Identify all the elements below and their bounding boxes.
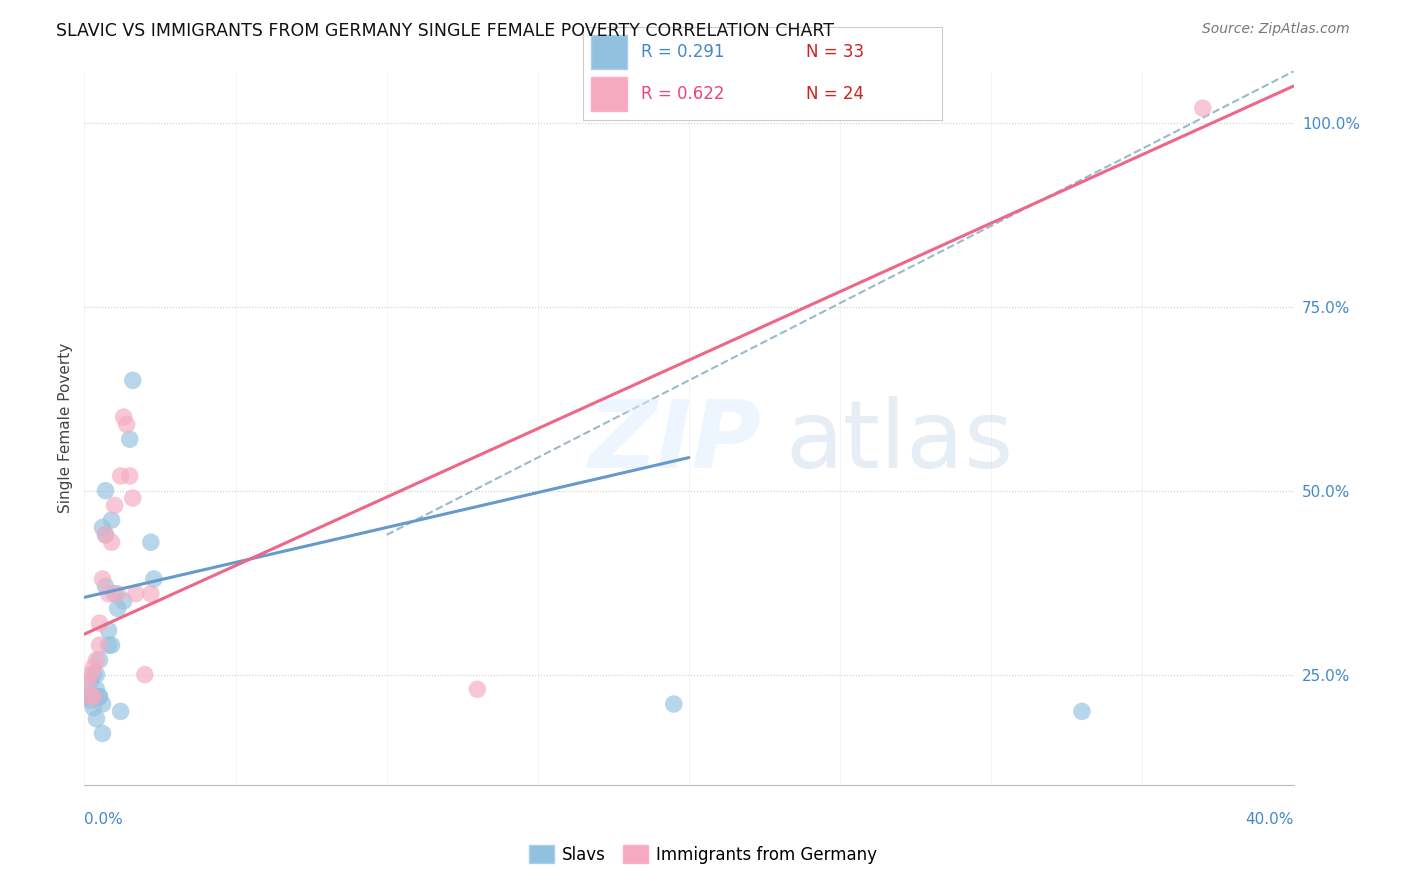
Point [82, 700, 104, 714]
Point [104, 499, 127, 513]
Point [91, 520, 114, 534]
Legend: Slavs, Immigrants from Germany: Slavs, Immigrants from Germany [522, 838, 884, 871]
Point [100, 513, 122, 527]
Point [118, 469, 141, 483]
Point [76, 690, 98, 704]
FancyBboxPatch shape [591, 78, 627, 111]
Point [121, 491, 143, 505]
Point [79, 667, 101, 681]
FancyBboxPatch shape [591, 35, 627, 69]
Point [89, 690, 111, 704]
Point [110, 469, 132, 483]
Point [112, 410, 135, 425]
Point [94, 483, 117, 498]
Point [79, 690, 101, 704]
Point [1071, 705, 1094, 719]
Point [91, 572, 114, 586]
Point [112, 594, 135, 608]
Point [82, 667, 104, 681]
Text: R = 0.622: R = 0.622 [641, 86, 724, 103]
Point [100, 638, 122, 652]
Point [79, 675, 101, 690]
Text: 0.0%: 0.0% [84, 812, 124, 827]
Point [100, 535, 122, 549]
Text: ZIP: ZIP [589, 396, 762, 489]
Point [86, 653, 108, 667]
Point [115, 417, 138, 432]
Point [76, 675, 98, 690]
Y-axis label: Single Female Poverty: Single Female Poverty [58, 343, 73, 513]
Point [86, 667, 108, 681]
Point [82, 690, 104, 704]
Point [139, 587, 162, 601]
Point [86, 682, 108, 697]
Text: R = 0.291: R = 0.291 [641, 43, 724, 61]
Point [94, 528, 117, 542]
Point [125, 587, 148, 601]
Point [94, 528, 117, 542]
Point [94, 579, 117, 593]
Point [89, 653, 111, 667]
Text: N = 24: N = 24 [806, 86, 863, 103]
Point [91, 697, 114, 711]
Point [121, 373, 143, 387]
Text: N = 33: N = 33 [806, 43, 863, 61]
Point [97, 638, 120, 652]
Point [107, 601, 129, 615]
Point [662, 697, 685, 711]
Point [118, 432, 141, 446]
Point [79, 693, 101, 707]
Point [86, 712, 108, 726]
Text: atlas: atlas [786, 396, 1014, 489]
Point [110, 705, 132, 719]
Point [139, 535, 162, 549]
Point [97, 587, 120, 601]
Point [89, 638, 111, 652]
Point [134, 667, 156, 681]
Point [82, 690, 104, 704]
Text: Source: ZipAtlas.com: Source: ZipAtlas.com [1202, 22, 1350, 37]
Text: 40.0%: 40.0% [1246, 812, 1294, 827]
Point [104, 587, 127, 601]
Point [79, 690, 101, 704]
Point [91, 726, 114, 740]
Text: SLAVIC VS IMMIGRANTS FROM GERMANY SINGLE FEMALE POVERTY CORRELATION CHART: SLAVIC VS IMMIGRANTS FROM GERMANY SINGLE… [56, 22, 834, 40]
Point [1192, 101, 1215, 115]
Point [142, 572, 165, 586]
Point [89, 616, 111, 631]
Point [89, 690, 111, 704]
Point [467, 682, 489, 697]
Point [82, 660, 104, 674]
Point [97, 624, 120, 638]
Point [107, 587, 129, 601]
